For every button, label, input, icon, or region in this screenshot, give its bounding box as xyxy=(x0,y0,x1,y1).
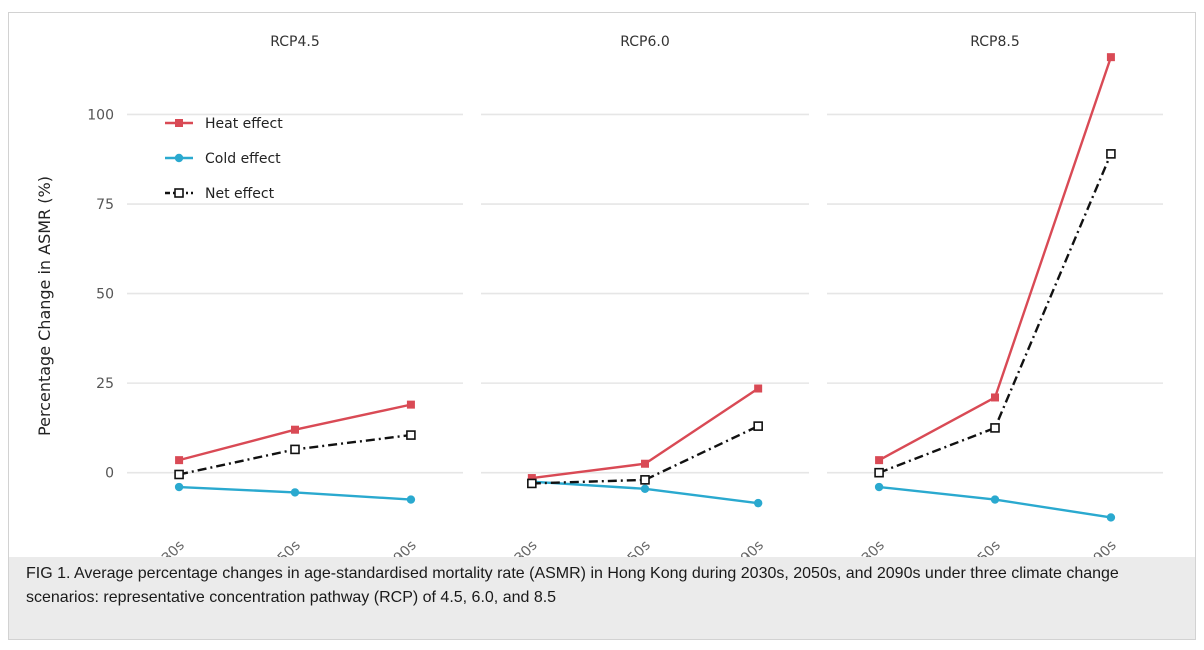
y-tick-label: 100 xyxy=(87,107,114,123)
x-tick-label: 2090s xyxy=(378,538,420,557)
data-point xyxy=(527,478,537,489)
caption-band xyxy=(8,557,1196,640)
series-cold-effect xyxy=(874,482,1116,522)
x-tick-label: 2030s xyxy=(499,538,541,557)
data-point xyxy=(174,482,184,492)
data-point xyxy=(641,459,649,468)
series-net-effect xyxy=(874,149,1116,478)
facet-title: RCP8.5 xyxy=(970,34,1020,50)
data-point xyxy=(875,456,884,465)
x-tick-label: 2030s xyxy=(846,538,888,557)
series-net-effect xyxy=(527,421,763,489)
series-line xyxy=(178,433,412,476)
figure-frame xyxy=(8,12,1196,640)
figure-caption: FIG 1. Average percentage changes in age… xyxy=(26,565,1119,606)
x-tick-label: 2090s xyxy=(1078,538,1120,557)
data-point xyxy=(291,425,299,434)
series-line xyxy=(531,425,759,485)
data-point xyxy=(1106,53,1115,62)
data-point xyxy=(406,495,416,504)
x-tick-label: 2030s xyxy=(146,538,188,557)
data-point xyxy=(1106,513,1116,522)
legend-item: Heat effect xyxy=(165,116,283,132)
series-heat-effect xyxy=(527,384,763,483)
data-point xyxy=(527,474,536,483)
data-point xyxy=(406,430,416,440)
data-point xyxy=(990,495,1000,504)
legend-marker xyxy=(174,153,184,163)
series-heat-effect xyxy=(875,53,1115,465)
series-cold-effect xyxy=(174,482,416,504)
data-point xyxy=(406,400,415,409)
data-point xyxy=(753,421,763,431)
data-point xyxy=(874,482,884,492)
series-line xyxy=(878,153,1113,474)
legend-marker xyxy=(174,188,184,198)
y-tick-label: 75 xyxy=(96,197,114,213)
legend-label: Heat effect xyxy=(205,116,283,132)
y-tick-label: 50 xyxy=(96,287,114,303)
data-point xyxy=(990,423,1000,433)
series-heat-effect xyxy=(175,400,415,465)
legend-item: Net effect xyxy=(165,186,275,202)
data-point xyxy=(640,475,650,485)
y-axis-title: Percentage Change in ASMR (%) xyxy=(35,176,54,436)
data-point xyxy=(753,498,763,508)
y-tick-label: 0 xyxy=(105,466,114,482)
legend-marker xyxy=(175,119,183,127)
facet-title: RCP4.5 xyxy=(270,34,320,50)
data-point xyxy=(175,456,184,465)
data-point xyxy=(174,469,184,480)
legend-label: Cold effect xyxy=(205,151,281,167)
legend-item: Cold effect xyxy=(165,151,281,167)
data-point xyxy=(640,484,650,494)
x-tick-label: 2050s xyxy=(962,538,1004,557)
x-tick-label: 2050s xyxy=(262,538,304,557)
series-net-effect xyxy=(174,430,416,480)
x-tick-label: 2090s xyxy=(725,538,767,557)
legend-label: Net effect xyxy=(205,186,275,202)
data-point xyxy=(290,444,300,455)
data-point xyxy=(1106,149,1116,159)
data-point xyxy=(754,384,763,393)
x-tick-label: 2050s xyxy=(612,538,654,557)
data-point xyxy=(874,467,884,478)
data-point xyxy=(290,488,300,497)
y-tick-label: 25 xyxy=(96,376,114,392)
facet-title: RCP6.0 xyxy=(620,34,670,50)
faceted-line-chart: 0 25 50 75 100 RCP4.5 RCP6.0 RCP8.5 2030s 2050s… xyxy=(35,34,1163,557)
data-point xyxy=(991,393,999,402)
